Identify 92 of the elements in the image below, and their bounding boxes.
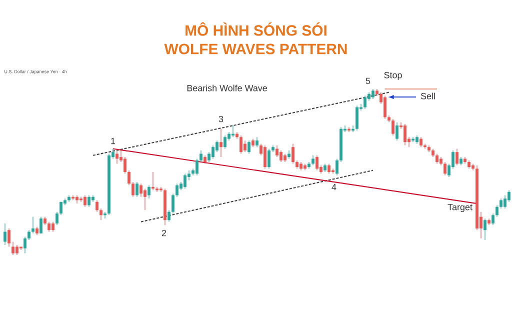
candlestick: [256, 136, 258, 148]
text: Stop: [384, 72, 402, 80]
candlestick: [16, 244, 18, 256]
candlestick: [196, 158, 198, 176]
candlestick: [40, 216, 42, 234]
candlestick: [420, 136, 422, 148]
candlestick: [264, 145, 266, 169]
candlestick: [24, 236, 26, 254]
candlestick: [504, 194, 506, 209]
candlestick: [104, 212, 106, 219]
candlestick: [56, 212, 58, 226]
candlestick: [348, 126, 350, 132]
candlestick: [336, 158, 338, 176]
candlestick: [232, 125, 234, 138]
candlestick: [352, 125, 354, 132]
candlestick: [176, 183, 178, 198]
text: 5: [366, 78, 370, 84]
candlestick: [356, 105, 358, 131]
annotation: 2: [162, 230, 166, 236]
candlestick: [28, 230, 30, 240]
chart-subtitle: WOLFE WAVES PATTERN: [164, 44, 347, 54]
candlestick: [148, 184, 150, 199]
candlestick: [100, 208, 102, 220]
chart-title: MÔ HÌNH SÓNG SÓI: [186, 22, 326, 36]
candlestick: [424, 143, 426, 150]
annotation: 1: [111, 138, 116, 144]
candlestick: [276, 145, 278, 158]
candlestick: [184, 173, 186, 189]
candlestick: [236, 132, 238, 140]
candlestick: [88, 194, 90, 208]
candlestick: [8, 228, 10, 247]
candlestick: [60, 202, 62, 216]
candlestick: [76, 194, 78, 204]
candlestick: [292, 143, 294, 164]
candlestick: [364, 95, 366, 110]
candlestick: [172, 193, 174, 214]
candlestick: [304, 163, 306, 171]
candlestick: [52, 221, 54, 232]
candlestick: [144, 188, 146, 210]
candlestick: [268, 148, 270, 169]
candlestick: [492, 213, 494, 226]
candlestick: [412, 136, 414, 142]
candlestick: [128, 170, 130, 186]
candlestick: [68, 194, 70, 202]
candlestick: [328, 163, 330, 174]
candlestick: [312, 155, 314, 166]
candlestick: [140, 183, 142, 198]
candlestick: [124, 156, 126, 174]
candlestick: [332, 168, 334, 174]
candlestick: [160, 186, 162, 192]
candlestick: [384, 95, 386, 120]
candlestick: [136, 182, 138, 198]
candlestick: [404, 124, 406, 146]
candlestick: [472, 163, 474, 171]
candlestick: [152, 172, 154, 191]
candlestick: [392, 118, 394, 136]
candlestick: [116, 150, 118, 164]
candlestick: [224, 135, 226, 150]
candlestick: [500, 198, 502, 209]
annotation: Target: [448, 204, 472, 212]
candlestick: [12, 241, 14, 256]
candlestick: [372, 88, 374, 100]
candlestick: [132, 182, 134, 198]
candlestick: [456, 148, 458, 166]
candlestick: [4, 223, 6, 246]
annotation: 4: [332, 184, 336, 190]
candlestick: [84, 194, 86, 208]
candlestick: [96, 200, 98, 212]
candlestick: [280, 150, 282, 162]
candlestick: [212, 145, 214, 160]
candlestick: [240, 135, 242, 154]
candlestick: [316, 155, 318, 171]
candlestick: [32, 216, 34, 234]
candlestick: [80, 196, 82, 202]
candlestick: [396, 122, 398, 141]
annotation: 3: [218, 116, 224, 122]
candlestick: [248, 140, 250, 154]
candlestick: [200, 150, 202, 162]
candlestick: [496, 204, 498, 218]
candlestick: [444, 162, 446, 176]
candlestick: [220, 128, 222, 158]
candlestick: [168, 210, 170, 222]
candlestick: [288, 150, 290, 160]
candlestick: [156, 186, 158, 192]
candlestick: [436, 153, 438, 164]
annotation: Sell: [420, 92, 435, 100]
candlestick: [484, 218, 486, 240]
candlestick: [92, 194, 94, 202]
candlestick: [48, 221, 50, 232]
annotation: Bearish Wolfe Wave: [187, 84, 267, 92]
candlestick: [244, 140, 246, 152]
candlestick: [72, 194, 74, 201]
